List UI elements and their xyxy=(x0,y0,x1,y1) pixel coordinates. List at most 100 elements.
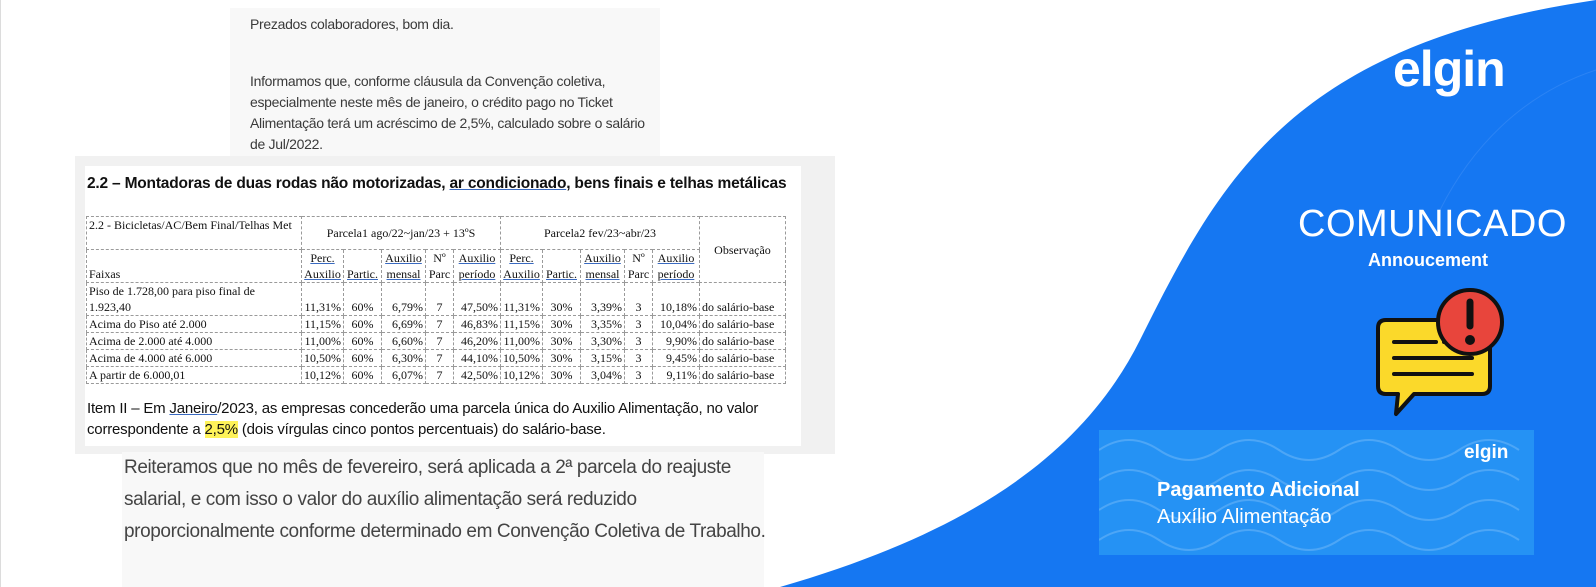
table-cell-faixa: A partir de 6.000,01 xyxy=(86,366,302,384)
table-cell: 30% xyxy=(542,349,581,367)
email-closing: Reiteramos que no mês de fevereiro, será… xyxy=(124,457,766,542)
table-header-row: 2.2 - Bicicletas/AC/Bem Final/Telhas Met… xyxy=(86,216,786,283)
table-cell: 10,04% xyxy=(652,315,700,333)
table-row: Piso de 1.728,00 para piso final de 1.92… xyxy=(86,282,786,316)
table-cell: 11,00% xyxy=(301,332,344,350)
table-cell: 9,90% xyxy=(652,332,700,350)
table-cell: 3,35% xyxy=(580,315,625,333)
table-cell: 11,00% xyxy=(500,332,543,350)
table-cell: 3,30% xyxy=(580,332,625,350)
table-cell: 60% xyxy=(343,282,382,316)
table-cell: 10,50% xyxy=(500,349,543,367)
table-cell: 3,39% xyxy=(580,282,625,316)
table-cell: 10,12% xyxy=(301,366,344,384)
item2-pre: Item II – Em xyxy=(87,400,170,417)
table-cell: 60% xyxy=(343,315,382,333)
table-cell: 6,79% xyxy=(381,282,426,316)
benefit-table: 2.2 - Bicicletas/AC/Bem Final/Telhas Met… xyxy=(86,216,786,384)
email-bottom-background xyxy=(122,452,764,587)
table-cell: 11,31% xyxy=(500,282,543,316)
table-parcela2-header: Parcela2 fev/23~abr/23 xyxy=(500,216,700,250)
table-cell: 3,15% xyxy=(580,349,625,367)
table-cell: 3 xyxy=(624,366,653,384)
table-cell: do salário-base xyxy=(699,315,786,333)
card-subtitle: Auxílio Alimentação xyxy=(1157,506,1332,528)
banner-title: COMUNICADO xyxy=(1298,203,1567,245)
table-cell: 7 xyxy=(425,366,454,384)
table-cell: 46,20% xyxy=(453,332,501,350)
table-subheader: Nº Parc xyxy=(624,249,653,283)
table-cell: 46,83% xyxy=(453,315,501,333)
table-faixas-label: Faixas xyxy=(86,249,302,283)
table-cell: 10,18% xyxy=(652,282,700,316)
table-cell-faixa: Acima do Piso até 2.000 xyxy=(86,315,302,333)
table-subheader: Auxilio período xyxy=(453,249,501,283)
email-paragraph: Informamos que, conforme cláusula da Con… xyxy=(250,73,645,152)
table-subheader: Partic. xyxy=(542,249,581,283)
table-cell: 10,50% xyxy=(301,349,344,367)
table-cell: 7 xyxy=(425,349,454,367)
table-cell: 9,45% xyxy=(652,349,700,367)
email-greeting: Prezados colaboradores, bom dia. xyxy=(250,16,454,32)
table-cell: 3,04% xyxy=(580,366,625,384)
table-cell: 3 xyxy=(624,332,653,350)
table-subheader: Nº Parc xyxy=(425,249,454,283)
table-row: Acima de 2.000 até 4.000 11,00% 60% 6,60… xyxy=(86,332,786,350)
table-cell: 6,07% xyxy=(381,366,426,384)
table-subheader: Auxilio mensal xyxy=(580,249,625,283)
table-cell: do salário-base xyxy=(699,282,786,316)
table-cell: 10,12% xyxy=(500,366,543,384)
table-group-label: 2.2 - Bicicletas/AC/Bem Final/Telhas Met xyxy=(86,216,302,250)
table-cell: do salário-base xyxy=(699,332,786,350)
card-title: Pagamento Adicional xyxy=(1157,479,1360,501)
item2-highlight: 2,5% xyxy=(204,421,238,438)
table-cell: 3 xyxy=(624,282,653,316)
email-top-background xyxy=(230,8,660,158)
document-title-pre: 2.2 – Montadoras de duas rodas não motor… xyxy=(87,175,450,192)
left-border xyxy=(0,0,1,587)
table-cell: 60% xyxy=(343,332,382,350)
table-cell: 7 xyxy=(425,315,454,333)
banner-subtitle: Annoucement xyxy=(1368,250,1489,270)
table-cell: 3 xyxy=(624,349,653,367)
table-cell: do salário-base xyxy=(699,366,786,384)
document-title-link: ar condicionado xyxy=(449,175,567,192)
document-title-post: , bens finais e telhas metálicas xyxy=(566,175,787,192)
table-cell: 30% xyxy=(542,282,581,316)
table-cell: 30% xyxy=(542,332,581,350)
item2-link: Janeiro xyxy=(169,400,218,417)
table-parcela1-header: Parcela1 ago/22~jan/23 + 13ºS xyxy=(301,216,501,250)
table-cell: 9,11% xyxy=(652,366,700,384)
table-cell: 11,31% xyxy=(301,282,344,316)
table-subheader: Perc. Auxilio xyxy=(500,249,543,283)
warning-chat-icon xyxy=(1376,286,1508,420)
table-subheader: Auxilio período xyxy=(652,249,700,283)
table-cell: 7 xyxy=(425,332,454,350)
item2-mid: /2023, as empresas concederão uma parcel… xyxy=(87,400,759,438)
table-subheader-row: Faixas Perc. Auxilio Partic. Auxilio men… xyxy=(86,249,786,283)
table-cell: do salário-base xyxy=(699,349,786,367)
info-card xyxy=(1099,430,1534,555)
table-cell: 44,10% xyxy=(453,349,501,367)
table-subheader: Auxilio mensal xyxy=(381,249,426,283)
document-item-ii: Item II – Em Janeiro/2023, as empresas c… xyxy=(87,398,799,440)
table-cell: 42,50% xyxy=(453,366,501,384)
table-subheader: Perc. Auxilio xyxy=(301,249,344,283)
table-cell: 60% xyxy=(343,366,382,384)
elgin-logo: elgin xyxy=(1393,41,1506,97)
table-observacao-header: Observação xyxy=(699,216,786,283)
table-cell-faixa: Acima de 2.000 até 4.000 xyxy=(86,332,302,350)
table-subheader: Partic. xyxy=(343,249,382,283)
table-row: Acima do Piso até 2.000 11,15% 60% 6,69%… xyxy=(86,315,786,333)
table-cell-faixa: Acima de 4.000 até 6.000 xyxy=(86,349,302,367)
table-cell: 7 xyxy=(425,282,454,316)
table-cell: 11,15% xyxy=(301,315,344,333)
card-elgin-logo: elgin xyxy=(1464,442,1509,463)
table-cell: 3 xyxy=(624,315,653,333)
table-cell-faixa: Piso de 1.728,00 para piso final de 1.92… xyxy=(86,282,302,316)
item2-post: (dois vírgulas cinco pontos percentuais)… xyxy=(237,421,606,438)
table-cell: 6,30% xyxy=(381,349,426,367)
table-row: A partir de 6.000,01 10,12% 60% 6,07% 7 … xyxy=(86,366,786,384)
table-cell: 30% xyxy=(542,366,581,384)
table-cell: 11,15% xyxy=(500,315,543,333)
